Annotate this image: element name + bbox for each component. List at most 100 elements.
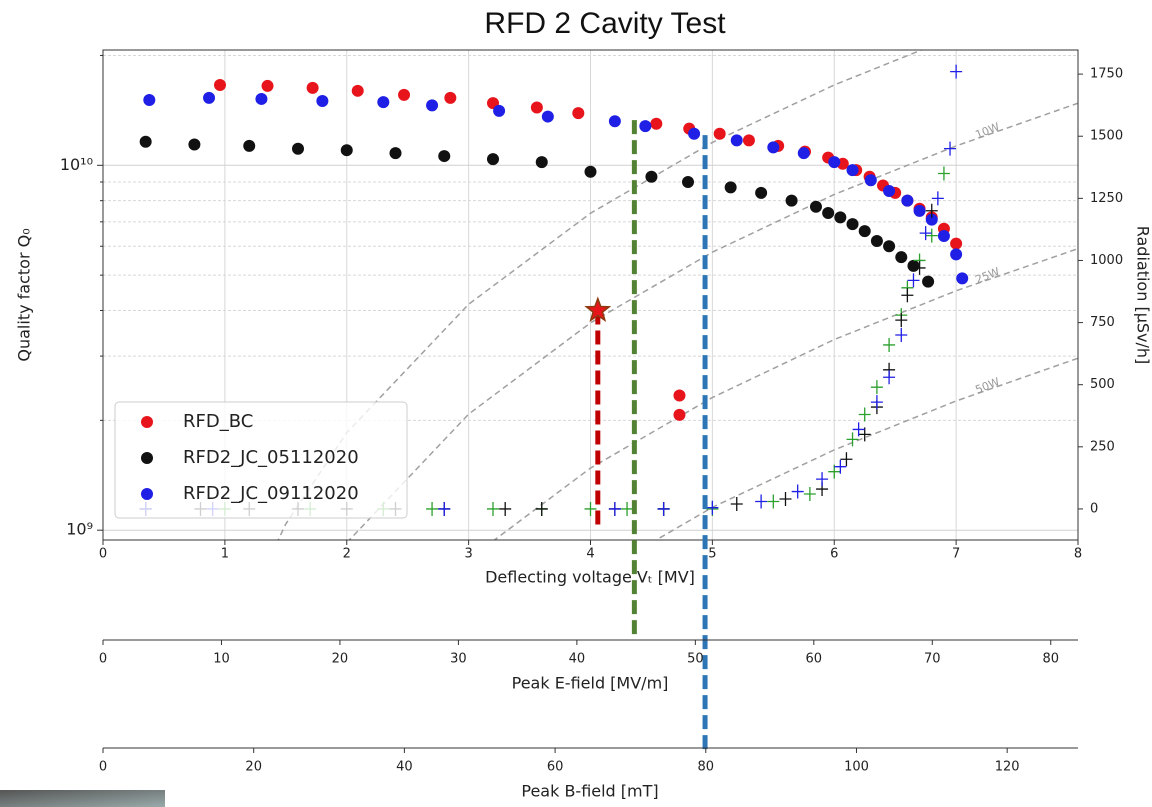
q0-point: [673, 389, 686, 402]
q0-point: [139, 135, 152, 148]
photo-fragment: [0, 790, 165, 807]
q0-point: [351, 84, 364, 97]
secondary-tick-label: 20: [332, 652, 349, 667]
q0-point: [785, 194, 798, 207]
q0-point: [822, 207, 835, 220]
y2-tick-label: 1250: [1090, 191, 1123, 206]
q0-point: [650, 117, 663, 130]
radiation-point: [499, 501, 512, 516]
secondary-tick-label: 80: [1042, 652, 1059, 667]
q0-point: [444, 91, 457, 104]
q0-point: [438, 150, 451, 163]
x-tick-label: 4: [586, 547, 594, 562]
y2-tick-label: 1500: [1090, 129, 1123, 144]
q0-point: [742, 134, 755, 147]
y2-tick-label: 250: [1090, 439, 1115, 454]
q0-point: [292, 142, 304, 155]
radiation-point: [950, 64, 963, 79]
secondary-tick-label: 20: [245, 760, 262, 775]
q0-point: [846, 218, 859, 231]
legend-label: RFD_BC: [183, 411, 253, 432]
radiation-point: [779, 492, 792, 507]
radiation-point: [803, 487, 816, 502]
radiation-point: [621, 501, 634, 516]
secondary-tick-label: 30: [450, 652, 467, 667]
q0-point: [584, 165, 597, 178]
secondary-tick-label: 50: [687, 652, 704, 667]
y-tick-label: 10⁹: [66, 520, 93, 539]
radiation-point: [834, 459, 847, 474]
q0-point: [261, 79, 274, 92]
radiation-point: [913, 260, 926, 275]
q0-point: [809, 200, 822, 213]
q0-point: [907, 259, 920, 272]
radiation-point: [767, 494, 780, 509]
radiation-point: [608, 501, 621, 516]
secondary-tick-label: 0: [99, 760, 107, 775]
q0-point: [572, 107, 585, 120]
q0-point: [608, 115, 621, 128]
q0-point: [682, 175, 694, 188]
q0-point: [922, 275, 935, 288]
radiation-point: [895, 328, 908, 343]
radiation-point: [816, 472, 829, 487]
y2-tick-label: 500: [1090, 377, 1115, 392]
power-curve: [348, 102, 1078, 540]
radiation-point: [883, 370, 896, 385]
y-axis-label: Quality factor Q₀: [15, 228, 34, 361]
grid: [97, 50, 1083, 545]
y2-axis-label: Radiation [μSv/h]: [1134, 226, 1152, 365]
radiation-point: [846, 432, 859, 447]
q0-point: [255, 92, 268, 105]
q0-point: [956, 272, 969, 285]
x-tick-label: 0: [99, 547, 107, 562]
radiation-point: [852, 422, 865, 437]
q0-point: [493, 104, 506, 117]
power-curves: [277, 50, 1078, 540]
radiation-point: [901, 288, 914, 303]
y2-tick-label: 750: [1090, 315, 1115, 330]
legend-marker: [141, 488, 153, 500]
radiation-point: [919, 226, 932, 241]
q0-point: [530, 101, 543, 114]
q0-point: [316, 95, 329, 108]
power-curve-label: 25W: [974, 265, 1002, 286]
radiation-point: [895, 313, 908, 328]
secondary-tick-label: 60: [547, 760, 564, 775]
radiation-point: [828, 464, 841, 479]
x-tick-label: 5: [708, 547, 716, 562]
radiation-point: [925, 228, 938, 243]
radiation-point: [730, 496, 743, 511]
q0-point: [673, 408, 686, 421]
q0-point: [688, 127, 701, 140]
q0-point: [487, 153, 499, 166]
secondary-tick-label: 0: [99, 652, 107, 667]
legend-box: [114, 401, 408, 519]
q0-point: [883, 240, 896, 253]
radiation-point: [840, 452, 853, 467]
q0-point: [755, 186, 768, 199]
q0-point: [214, 78, 226, 91]
q0-point: [730, 134, 743, 147]
q0-point: [767, 141, 780, 154]
secondary-tick-label: 10: [213, 652, 230, 667]
secondary-tick-label: 40: [569, 652, 586, 667]
radiation-point: [937, 166, 950, 181]
y2-tick-label: 1000: [1090, 253, 1123, 268]
q0-point: [724, 181, 737, 194]
x-tick-label: 2: [343, 547, 351, 562]
q0-point: [645, 170, 658, 183]
q0-point: [398, 88, 411, 101]
q0-point: [243, 139, 256, 152]
q0-point: [426, 99, 439, 112]
radiation-point: [870, 395, 883, 410]
q0-point: [535, 156, 548, 169]
q0-point: [188, 138, 201, 151]
q0-point: [901, 194, 914, 207]
q0-point: [389, 147, 402, 160]
secondary-axis-label: Peak B-field [mT]: [521, 782, 658, 801]
q0-point: [340, 144, 353, 157]
legend-marker: [141, 452, 153, 464]
radiation-point: [755, 494, 768, 509]
q0-point: [377, 96, 390, 109]
